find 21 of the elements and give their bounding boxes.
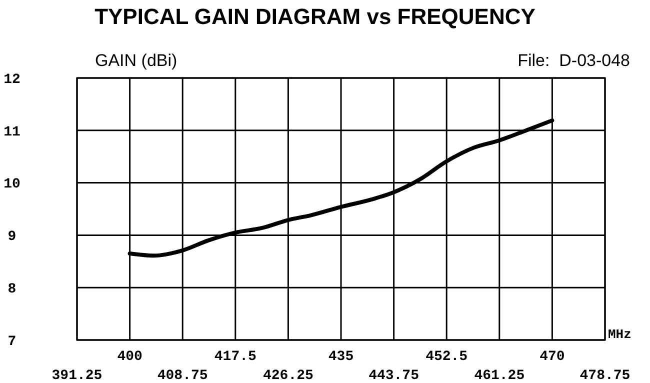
x2-tick-label: 435 [328,349,354,365]
x-axis-title: MHz [608,327,632,342]
x-tick-label: 408.75 [157,368,208,383]
x-tick-label: 426.25 [262,368,314,383]
chart-title: TYPICAL GAIN DIAGRAM vs FREQUENCY [94,4,536,29]
y-tick-label: 7 [8,334,16,350]
x-tick-label: 478.75 [580,368,630,383]
y-tick-label: 10 [4,176,20,193]
x2-tick-label: 417.5 [214,349,256,365]
y-axis-title: GAIN (dBi) [95,51,178,70]
x-tick-label: 443.75 [368,368,420,383]
text: File: D-03-048 [518,51,630,70]
y-tick-label: 8 [8,282,16,298]
x2-tick-label: 400 [117,349,142,365]
y-tick-label: 12 [4,72,20,88]
y-tick-label: 11 [4,124,20,140]
x-tick-label: 391.25 [52,368,102,383]
x2-tick-label: 452.5 [426,349,468,365]
x2-tick-label: 470 [540,349,565,365]
y-tick-label: 9 [8,229,16,246]
x-tick-label: 461.25 [474,368,525,383]
